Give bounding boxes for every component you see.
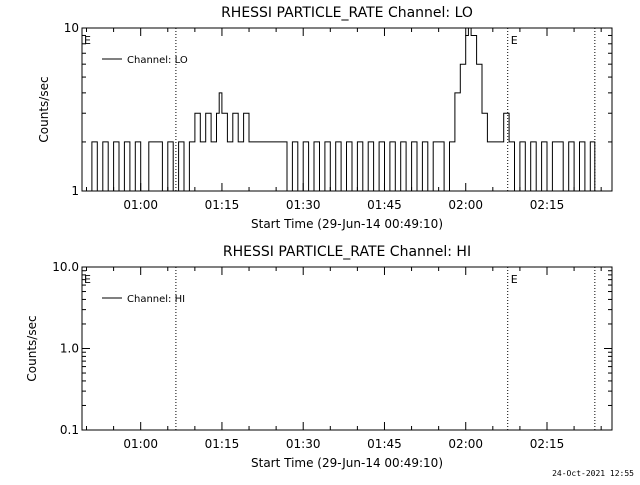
- y-tick-label: 0.1: [60, 423, 79, 437]
- plot-panel-2: [81, 266, 613, 431]
- legend-label: Channel: LO: [127, 55, 188, 66]
- y-tick-label: 10: [64, 21, 79, 35]
- x-axis-label: Start Time (29-Jun-14 00:49:10): [251, 456, 443, 470]
- plot-frame: [81, 266, 613, 431]
- x-tick-label: 01:45: [367, 198, 402, 212]
- edge-annotation-right: E: [511, 273, 518, 286]
- x-tick-label: 01:30: [286, 198, 321, 212]
- x-tick-label: 01:45: [367, 437, 402, 451]
- plot-panel-1: [81, 27, 613, 192]
- x-tick-label: 01:30: [286, 437, 321, 451]
- y-tick-label: 10.0: [52, 260, 79, 274]
- x-tick-label: 01:15: [205, 437, 240, 451]
- legend-label: Channel: HI: [127, 294, 185, 305]
- edge-annotation-right: E: [511, 34, 518, 47]
- x-tick-label: 02:00: [448, 198, 483, 212]
- x-tick-label: 01:15: [205, 198, 240, 212]
- chart-title: RHESSI PARTICLE_RATE Channel: HI: [223, 244, 471, 260]
- edge-annotation-left: E: [84, 34, 91, 47]
- x-axis-label: Start Time (29-Jun-14 00:49:10): [251, 217, 443, 231]
- y-tick-label: 1.0: [60, 342, 79, 356]
- edge-annotation-left: E: [84, 273, 91, 286]
- x-tick-label: 01:00: [123, 437, 158, 451]
- x-tick-label: 02:15: [530, 198, 565, 212]
- x-tick-label: 02:00: [448, 437, 483, 451]
- footer-timestamp: 24-Oct-2021 12:55: [552, 469, 634, 478]
- chart-title: RHESSI PARTICLE_RATE Channel: LO: [221, 5, 473, 21]
- x-tick-label: 02:15: [530, 437, 565, 451]
- y-axis-label: Counts/sec: [25, 315, 39, 381]
- series-line: [82, 27, 596, 192]
- x-tick-label: 01:00: [123, 198, 158, 212]
- y-tick-label: 1: [71, 184, 79, 198]
- y-axis-label: Counts/sec: [37, 76, 51, 142]
